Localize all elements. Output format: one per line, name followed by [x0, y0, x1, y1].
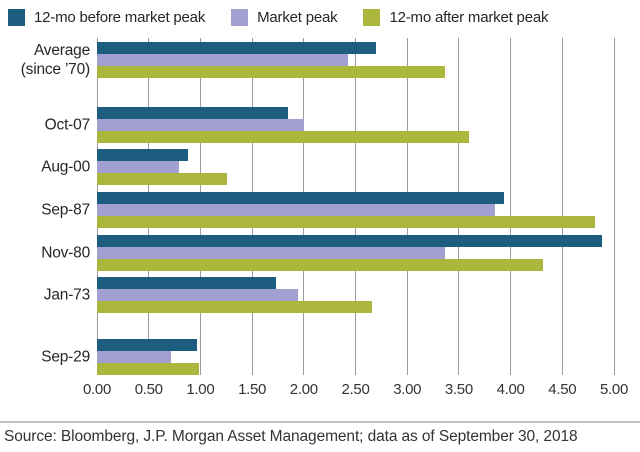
gridline — [510, 38, 512, 375]
legend-item-before-peak: 12-mo before market peak — [8, 8, 206, 26]
bar — [97, 339, 198, 351]
series-before-peak-swatch-icon — [8, 8, 25, 26]
bar — [97, 131, 470, 143]
x-tick-label: 3.00 — [393, 381, 422, 398]
category-label: Oct-07 — [44, 116, 91, 134]
category-label: Nov-80 — [41, 244, 90, 262]
x-tick-label: 1.00 — [186, 381, 215, 398]
bar — [97, 54, 349, 66]
bar — [97, 161, 179, 173]
x-tick-label: 0.50 — [134, 381, 163, 398]
bar — [97, 66, 446, 78]
x-tick-label: 4.50 — [548, 381, 577, 398]
gridline — [613, 38, 615, 375]
divider — [0, 421, 640, 423]
gridline — [561, 38, 563, 375]
x-tick-label: 1.50 — [238, 381, 267, 398]
legend: 12-mo before market peak Market peak 12-… — [8, 6, 548, 28]
bar — [97, 173, 228, 185]
bar — [97, 107, 289, 119]
bar — [97, 204, 496, 216]
legend-label-market-peak: Market peak — [257, 8, 338, 26]
x-axis: 0.00 0.50 1.00 1.50 2.00 2.50 3.00 3.50 4.00 4.50… — [83, 381, 628, 399]
bar — [97, 235, 602, 247]
category-label: Sep-87 — [41, 201, 90, 219]
legend-item-market-peak: Market peak — [231, 8, 338, 26]
x-tick-label: 2.50 — [341, 381, 370, 398]
series-after-peak-swatch-icon — [363, 8, 381, 26]
bar — [97, 277, 276, 289]
bar — [97, 301, 373, 313]
legend-item-after-peak: 12-mo after market peak — [363, 8, 549, 26]
bar — [97, 259, 543, 271]
bar — [97, 363, 200, 375]
bar — [97, 42, 377, 54]
category-label: Aug-00 — [41, 158, 90, 176]
bar — [97, 119, 304, 131]
legend-label-after-peak: 12-mo after market peak — [389, 8, 549, 26]
category-label: Jan-73 — [43, 286, 90, 304]
category-label: Average (since ’70) — [20, 42, 91, 78]
series-market-peak-swatch-icon — [231, 8, 249, 26]
x-tick-label: 0.00 — [83, 381, 111, 398]
legend-label-before-peak: 12-mo before market peak — [34, 8, 206, 26]
bar — [97, 192, 505, 204]
bar — [97, 351, 172, 363]
x-tick-label: 5.00 — [600, 381, 628, 398]
source-note: Source: Bloomberg, J.P. Morgan Asset Man… — [4, 428, 578, 445]
x-tick-label: 4.00 — [496, 381, 525, 398]
bar — [97, 216, 596, 228]
x-tick-label: 2.00 — [289, 381, 318, 398]
bar — [97, 149, 188, 161]
bar — [97, 247, 446, 259]
category-label: Sep-29 — [41, 348, 90, 366]
plot-area — [96, 38, 615, 375]
y-axis-labels: Average (since ’70) Oct-07 Aug-00 Sep-87 Nov… — [0, 38, 91, 375]
x-tick-label: 3.50 — [444, 381, 473, 398]
bar — [97, 289, 298, 301]
